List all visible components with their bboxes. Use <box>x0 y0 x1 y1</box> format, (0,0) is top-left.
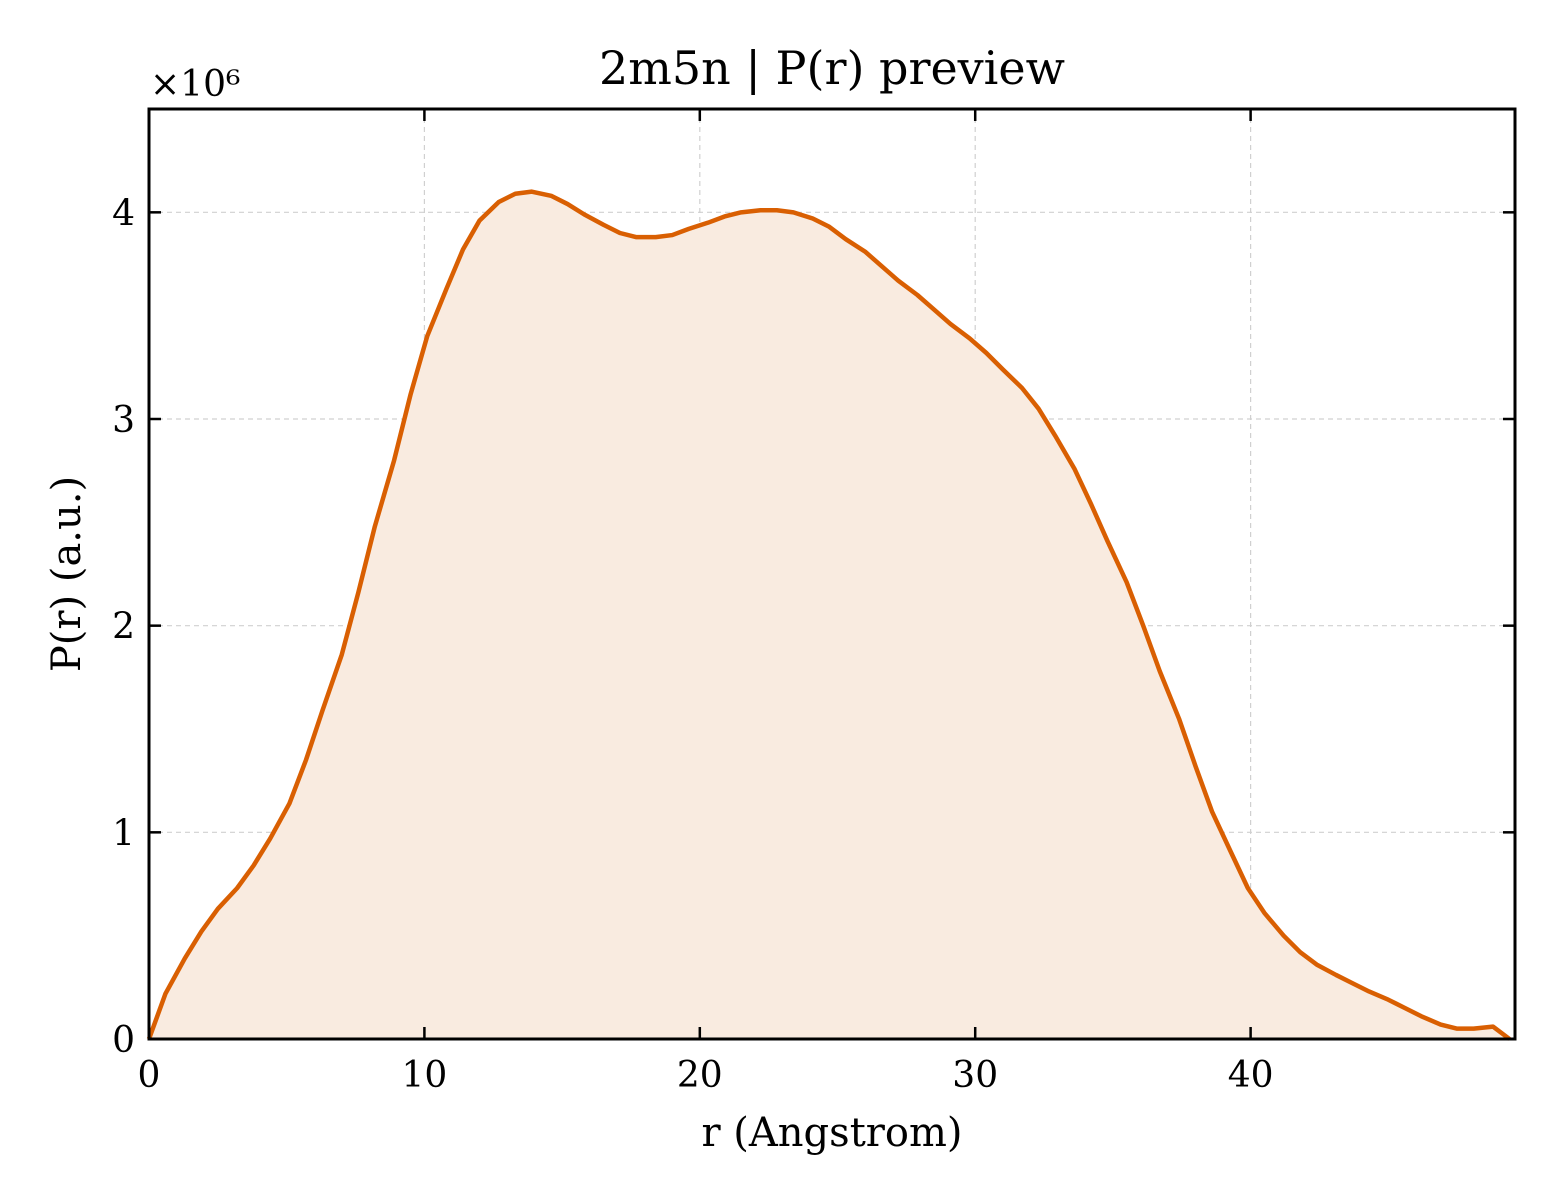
plot-frame <box>147 107 1517 1041</box>
area-fill <box>149 191 1510 1040</box>
ticks: 0 10 20 30 40 0 1 2 3 4 <box>112 109 1515 1096</box>
y-axis-label: P(r) (a.u.) <box>44 476 90 672</box>
chart-title: 2m5n | P(r) preview <box>599 41 1065 95</box>
series-line <box>146 189 1511 1041</box>
x-tick-label: 30 <box>952 1055 998 1096</box>
x-axis-label: r (Angstrom) <box>701 1110 962 1156</box>
y-tick-label: 2 <box>112 607 135 648</box>
x-tick-label: 10 <box>401 1055 447 1096</box>
x-tick-label: 20 <box>677 1055 723 1096</box>
y-multiplier-label: ×10⁶ <box>150 64 240 105</box>
x-tick-label: 40 <box>1228 1055 1274 1096</box>
y-tick-label: 3 <box>112 400 135 441</box>
y-tick-label: 4 <box>112 193 135 234</box>
x-tick-label: 0 <box>138 1055 161 1096</box>
y-tick-label: 1 <box>112 813 135 854</box>
y-tick-label: 0 <box>112 1020 135 1061</box>
